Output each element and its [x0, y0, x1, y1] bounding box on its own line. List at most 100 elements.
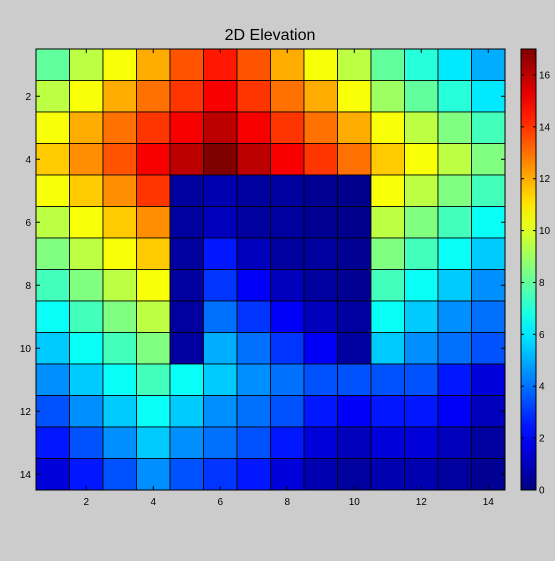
- heatmap-cell: [136, 395, 171, 428]
- heatmap-cell: [169, 426, 204, 459]
- y-tick-label: 6: [25, 218, 31, 229]
- heatmap-cell: [437, 363, 472, 396]
- heatmap-cell: [169, 206, 204, 239]
- heatmap-cell: [303, 458, 338, 491]
- heatmap-cell: [102, 143, 137, 176]
- heatmap-cell: [35, 111, 70, 144]
- heatmap-cell: [404, 300, 439, 333]
- heatmap-cell: [69, 395, 104, 428]
- heatmap-cell: [35, 206, 70, 239]
- heatmap-cell: [370, 300, 405, 333]
- heatmap-cell: [35, 174, 70, 207]
- heatmap-cell: [270, 269, 305, 302]
- heatmap-cell: [69, 237, 104, 270]
- heatmap-cell: [370, 143, 405, 176]
- heatmap-cell: [270, 300, 305, 333]
- y-tick-label: 10: [20, 344, 32, 355]
- heatmap-cell: [236, 332, 271, 365]
- heatmap-cell: [370, 458, 405, 491]
- heatmap-cell: [102, 48, 137, 81]
- heatmap-cell: [404, 143, 439, 176]
- heatmap-cell: [136, 426, 171, 459]
- heatmap-cell: [169, 395, 204, 428]
- heatmap-cell: [404, 395, 439, 428]
- x-tick-label: 14: [483, 497, 495, 508]
- heatmap-cell: [236, 48, 271, 81]
- heatmap-cell: [337, 395, 372, 428]
- heatmap-cell: [136, 174, 171, 207]
- heatmap-cell: [169, 458, 204, 491]
- heatmap-cell: [35, 269, 70, 302]
- heatmap-cell: [471, 143, 506, 176]
- heatmap-cell: [404, 363, 439, 396]
- heatmap-cell: [136, 363, 171, 396]
- heatmap-cell: [337, 174, 372, 207]
- heatmap-cell: [471, 237, 506, 270]
- heatmap-cell: [236, 111, 271, 144]
- heatmap-cell: [303, 143, 338, 176]
- heatmap-cell: [370, 426, 405, 459]
- heatmap-cell: [303, 363, 338, 396]
- heatmap-cell: [337, 269, 372, 302]
- y-tick-label: 14: [20, 470, 32, 481]
- heatmap-cell: [370, 174, 405, 207]
- heatmap-cell: [35, 363, 70, 396]
- heatmap-cell: [102, 332, 137, 365]
- heatmap-cell: [471, 206, 506, 239]
- heatmap-cell: [471, 363, 506, 396]
- heatmap-cell: [169, 300, 204, 333]
- heatmap-cell: [404, 48, 439, 81]
- heatmap-cell: [236, 363, 271, 396]
- heatmap-cell: [437, 111, 472, 144]
- heatmap-cell: [337, 80, 372, 113]
- heatmap-cell: [136, 143, 171, 176]
- heatmap-cell: [370, 111, 405, 144]
- heatmap-cell: [136, 458, 171, 491]
- heatmap-cell: [203, 111, 238, 144]
- heatmap-cell: [69, 269, 104, 302]
- heatmap-cell: [102, 458, 137, 491]
- heatmap-cell: [303, 269, 338, 302]
- heatmap-cell: [203, 48, 238, 81]
- heatmap-cell: [169, 143, 204, 176]
- heatmap-cell: [69, 111, 104, 144]
- heatmap-cell: [102, 206, 137, 239]
- y-tick-label: 12: [20, 407, 32, 418]
- heatmap-cell: [136, 332, 171, 365]
- heatmap-cell: [169, 269, 204, 302]
- heatmap-cell: [404, 332, 439, 365]
- heatmap-cell: [35, 80, 70, 113]
- heatmap-cell: [437, 48, 472, 81]
- heatmap-cell: [471, 426, 506, 459]
- heatmap-cell: [203, 426, 238, 459]
- heatmap-cell: [437, 174, 472, 207]
- heatmap-cell: [203, 237, 238, 270]
- heatmap-cell: [437, 269, 472, 302]
- heatmap-cell: [337, 206, 372, 239]
- x-tick-label: 10: [349, 497, 361, 508]
- heatmap-cell: [236, 80, 271, 113]
- heatmap-cell: [69, 206, 104, 239]
- y-tick-label: 2: [25, 92, 31, 103]
- heatmap-cell: [303, 48, 338, 81]
- heatmap-cell: [404, 206, 439, 239]
- heatmap-cell: [35, 143, 70, 176]
- heatmap-cell: [169, 111, 204, 144]
- heatmap-cell: [370, 80, 405, 113]
- heatmap-cell: [136, 237, 171, 270]
- heatmap-cell: [404, 174, 439, 207]
- heatmap-cell: [35, 458, 70, 491]
- heatmap-cell: [102, 426, 137, 459]
- heatmap-cell: [35, 48, 70, 81]
- heatmap-cell: [203, 80, 238, 113]
- heatmap-cell: [437, 332, 472, 365]
- heatmap-cell: [203, 269, 238, 302]
- heatmap-cell: [437, 300, 472, 333]
- heatmap-cell: [102, 395, 137, 428]
- x-axis: 2 4 6 8 10 12 14: [83, 49, 494, 508]
- heatmap-cell: [69, 143, 104, 176]
- heatmap-cell: [370, 206, 405, 239]
- heatmap-cell: [102, 300, 137, 333]
- heatmap-cell: [437, 143, 472, 176]
- heatmap-cell: [270, 237, 305, 270]
